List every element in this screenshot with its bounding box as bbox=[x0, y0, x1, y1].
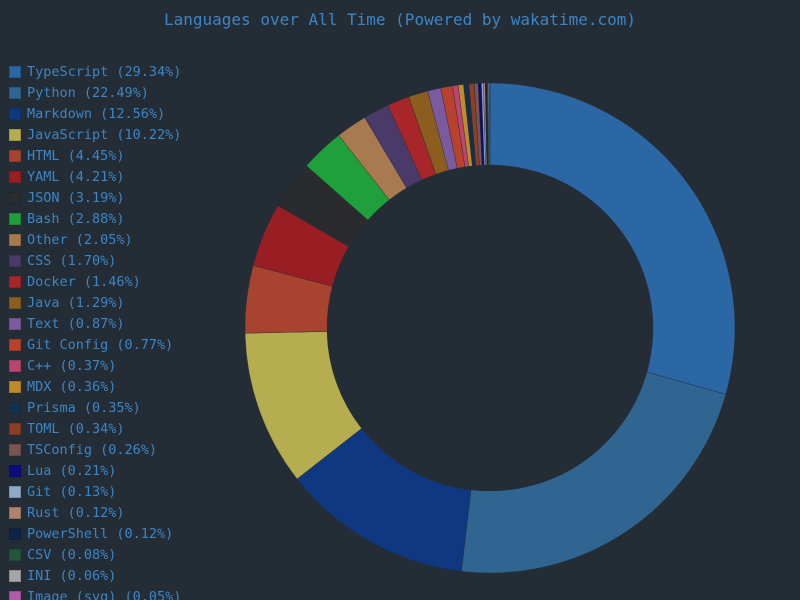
legend-label: Lua (0.21%) bbox=[27, 463, 117, 479]
legend-swatch bbox=[9, 528, 21, 540]
legend-item-text: Text (0.87%) bbox=[9, 315, 125, 333]
legend-swatch bbox=[9, 486, 21, 498]
legend-item-csv: CSV (0.08%) bbox=[9, 546, 116, 564]
legend-item-html: HTML (4.45%) bbox=[9, 147, 125, 165]
legend-swatch bbox=[9, 276, 21, 288]
legend-label: INI (0.06%) bbox=[27, 568, 117, 584]
legend-label: TypeScript (29.34%) bbox=[27, 64, 182, 80]
legend-swatch bbox=[9, 570, 21, 582]
legend-item-css: CSS (1.70%) bbox=[9, 252, 116, 270]
legend-swatch bbox=[9, 402, 21, 414]
legend-item-javascript: JavaScript (10.22%) bbox=[9, 126, 181, 144]
legend-swatch bbox=[9, 234, 21, 246]
legend-swatch bbox=[9, 423, 21, 435]
legend-swatch bbox=[9, 87, 21, 99]
legend-label: Rust (0.12%) bbox=[27, 505, 125, 521]
legend-item-typescript: TypeScript (29.34%) bbox=[9, 63, 181, 81]
legend-label: Markdown (12.56%) bbox=[27, 106, 166, 122]
legend-item-lua: Lua (0.21%) bbox=[9, 462, 116, 480]
legend-item-image-svg: Image (svg) (0.05%) bbox=[9, 588, 181, 600]
slice-image-svg bbox=[489, 82, 491, 166]
legend-item-rust: Rust (0.12%) bbox=[9, 504, 125, 522]
legend-item-git-config: Git Config (0.77%) bbox=[9, 336, 173, 354]
donut-slices bbox=[244, 82, 736, 574]
legend-label: TOML (0.34%) bbox=[27, 421, 125, 437]
legend-label: Java (1.29%) bbox=[27, 295, 125, 311]
legend-label: Bash (2.88%) bbox=[27, 211, 125, 227]
legend-item-other: Other (2.05%) bbox=[9, 231, 133, 249]
legend-item-docker: Docker (1.46%) bbox=[9, 273, 141, 291]
legend-swatch bbox=[9, 339, 21, 351]
legend-label: PowerShell (0.12%) bbox=[27, 526, 174, 542]
legend-item-java: Java (1.29%) bbox=[9, 294, 125, 312]
legend-label: C++ (0.37%) bbox=[27, 358, 117, 374]
legend-label: Python (22.49%) bbox=[27, 85, 149, 101]
legend-label: YAML (4.21%) bbox=[27, 169, 125, 185]
legend-label: JSON (3.19%) bbox=[27, 190, 125, 206]
slice-typescript bbox=[489, 82, 736, 395]
legend-item-tsconfig: TSConfig (0.26%) bbox=[9, 441, 157, 459]
legend-label: Docker (1.46%) bbox=[27, 274, 141, 290]
legend-swatch bbox=[9, 255, 21, 267]
legend-label: MDX (0.36%) bbox=[27, 379, 117, 395]
legend-label: Git Config (0.77%) bbox=[27, 337, 174, 353]
legend-swatch bbox=[9, 297, 21, 309]
legend-label: Git (0.13%) bbox=[27, 484, 117, 500]
legend-swatch bbox=[9, 465, 21, 477]
legend-item-mdx: MDX (0.36%) bbox=[9, 378, 116, 396]
legend-swatch bbox=[9, 108, 21, 120]
legend-swatch bbox=[9, 360, 21, 372]
legend-item-json: JSON (3.19%) bbox=[9, 189, 125, 207]
legend-label: CSV (0.08%) bbox=[27, 547, 117, 563]
legend-item-prisma: Prisma (0.35%) bbox=[9, 399, 141, 417]
legend-item-git: Git (0.13%) bbox=[9, 483, 116, 501]
legend-label: Text (0.87%) bbox=[27, 316, 125, 332]
legend-item-c: C++ (0.37%) bbox=[9, 357, 116, 375]
legend-item-powershell: PowerShell (0.12%) bbox=[9, 525, 173, 543]
legend-label: TSConfig (0.26%) bbox=[27, 442, 158, 458]
legend-swatch bbox=[9, 171, 21, 183]
legend-item-ini: INI (0.06%) bbox=[9, 567, 116, 585]
legend-label: HTML (4.45%) bbox=[27, 148, 125, 164]
legend-swatch bbox=[9, 444, 21, 456]
legend-swatch bbox=[9, 213, 21, 225]
legend-swatch bbox=[9, 591, 21, 600]
legend-item-bash: Bash (2.88%) bbox=[9, 210, 125, 228]
legend-swatch bbox=[9, 318, 21, 330]
legend-swatch bbox=[9, 549, 21, 561]
legend-swatch bbox=[9, 192, 21, 204]
legend-label: JavaScript (10.22%) bbox=[27, 127, 182, 143]
legend-label: Other (2.05%) bbox=[27, 232, 133, 248]
slice-python bbox=[461, 371, 727, 574]
legend-swatch bbox=[9, 150, 21, 162]
legend-item-yaml: YAML (4.21%) bbox=[9, 168, 125, 186]
legend-item-markdown: Markdown (12.56%) bbox=[9, 105, 165, 123]
legend-swatch bbox=[9, 129, 21, 141]
legend-swatch bbox=[9, 507, 21, 519]
legend-item-toml: TOML (0.34%) bbox=[9, 420, 125, 438]
legend-item-python: Python (22.49%) bbox=[9, 84, 149, 102]
legend-label: Prisma (0.35%) bbox=[27, 400, 141, 416]
chart-title: Languages over All Time (Powered by waka… bbox=[163, 10, 636, 29]
legend-swatch bbox=[9, 381, 21, 393]
legend-label: CSS (1.70%) bbox=[27, 253, 117, 269]
legend-swatch bbox=[9, 66, 21, 78]
legend-label: Image (svg) (0.05%) bbox=[27, 589, 182, 600]
